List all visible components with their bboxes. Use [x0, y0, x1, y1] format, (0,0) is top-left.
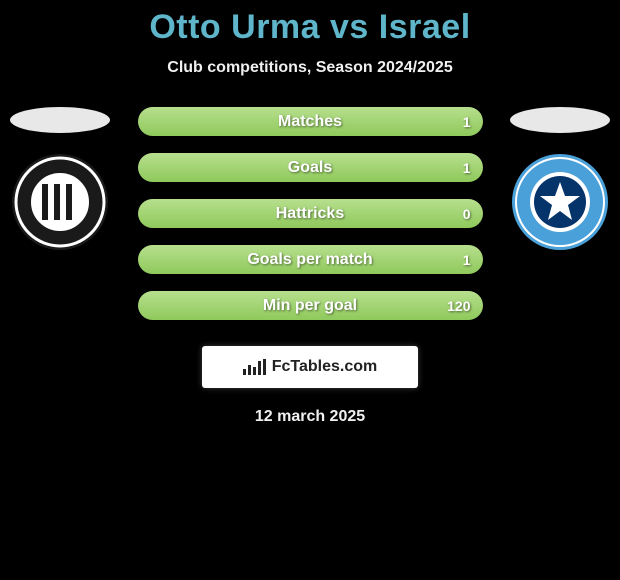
stat-value-right: 1 [463, 245, 471, 274]
stat-value-right: 1 [463, 153, 471, 182]
stat-label: Hattricks [138, 199, 483, 228]
generated-date: 12 march 2025 [0, 408, 620, 426]
stat-row: Matches1 [138, 107, 483, 136]
stat-value-right: 0 [463, 199, 471, 228]
stat-value-right: 1 [463, 107, 471, 136]
competition-subtitle: Club competitions, Season 2024/2025 [0, 59, 620, 77]
stat-row: Min per goal120 [138, 291, 483, 320]
player-left-club-logo [10, 152, 110, 252]
player-right-club-logo [510, 152, 610, 252]
stat-label: Goals [138, 153, 483, 182]
hradec-kralove-logo-icon [10, 152, 110, 252]
stat-row: Goals1 [138, 153, 483, 182]
stat-value-right: 120 [447, 291, 470, 320]
player-left-name-ellipse [10, 107, 110, 133]
player-right-name-ellipse [510, 107, 610, 133]
stat-rows: Matches1Goals1Hattricks0Goals per match1… [138, 107, 483, 320]
credit-text: FcTables.com [272, 358, 378, 376]
stat-label: Matches [138, 107, 483, 136]
sigma-olomouc-logo-icon [510, 152, 610, 252]
stat-row: Goals per match1 [138, 245, 483, 274]
comparison-title: Otto Urma vs Israel [0, 8, 620, 47]
bar-chart-icon [243, 359, 266, 375]
stats-area: Matches1Goals1Hattricks0Goals per match1… [0, 107, 620, 320]
stat-row: Hattricks0 [138, 199, 483, 228]
stat-label: Goals per match [138, 245, 483, 274]
credit-badge: FcTables.com [202, 346, 418, 388]
stat-label: Min per goal [138, 291, 483, 320]
